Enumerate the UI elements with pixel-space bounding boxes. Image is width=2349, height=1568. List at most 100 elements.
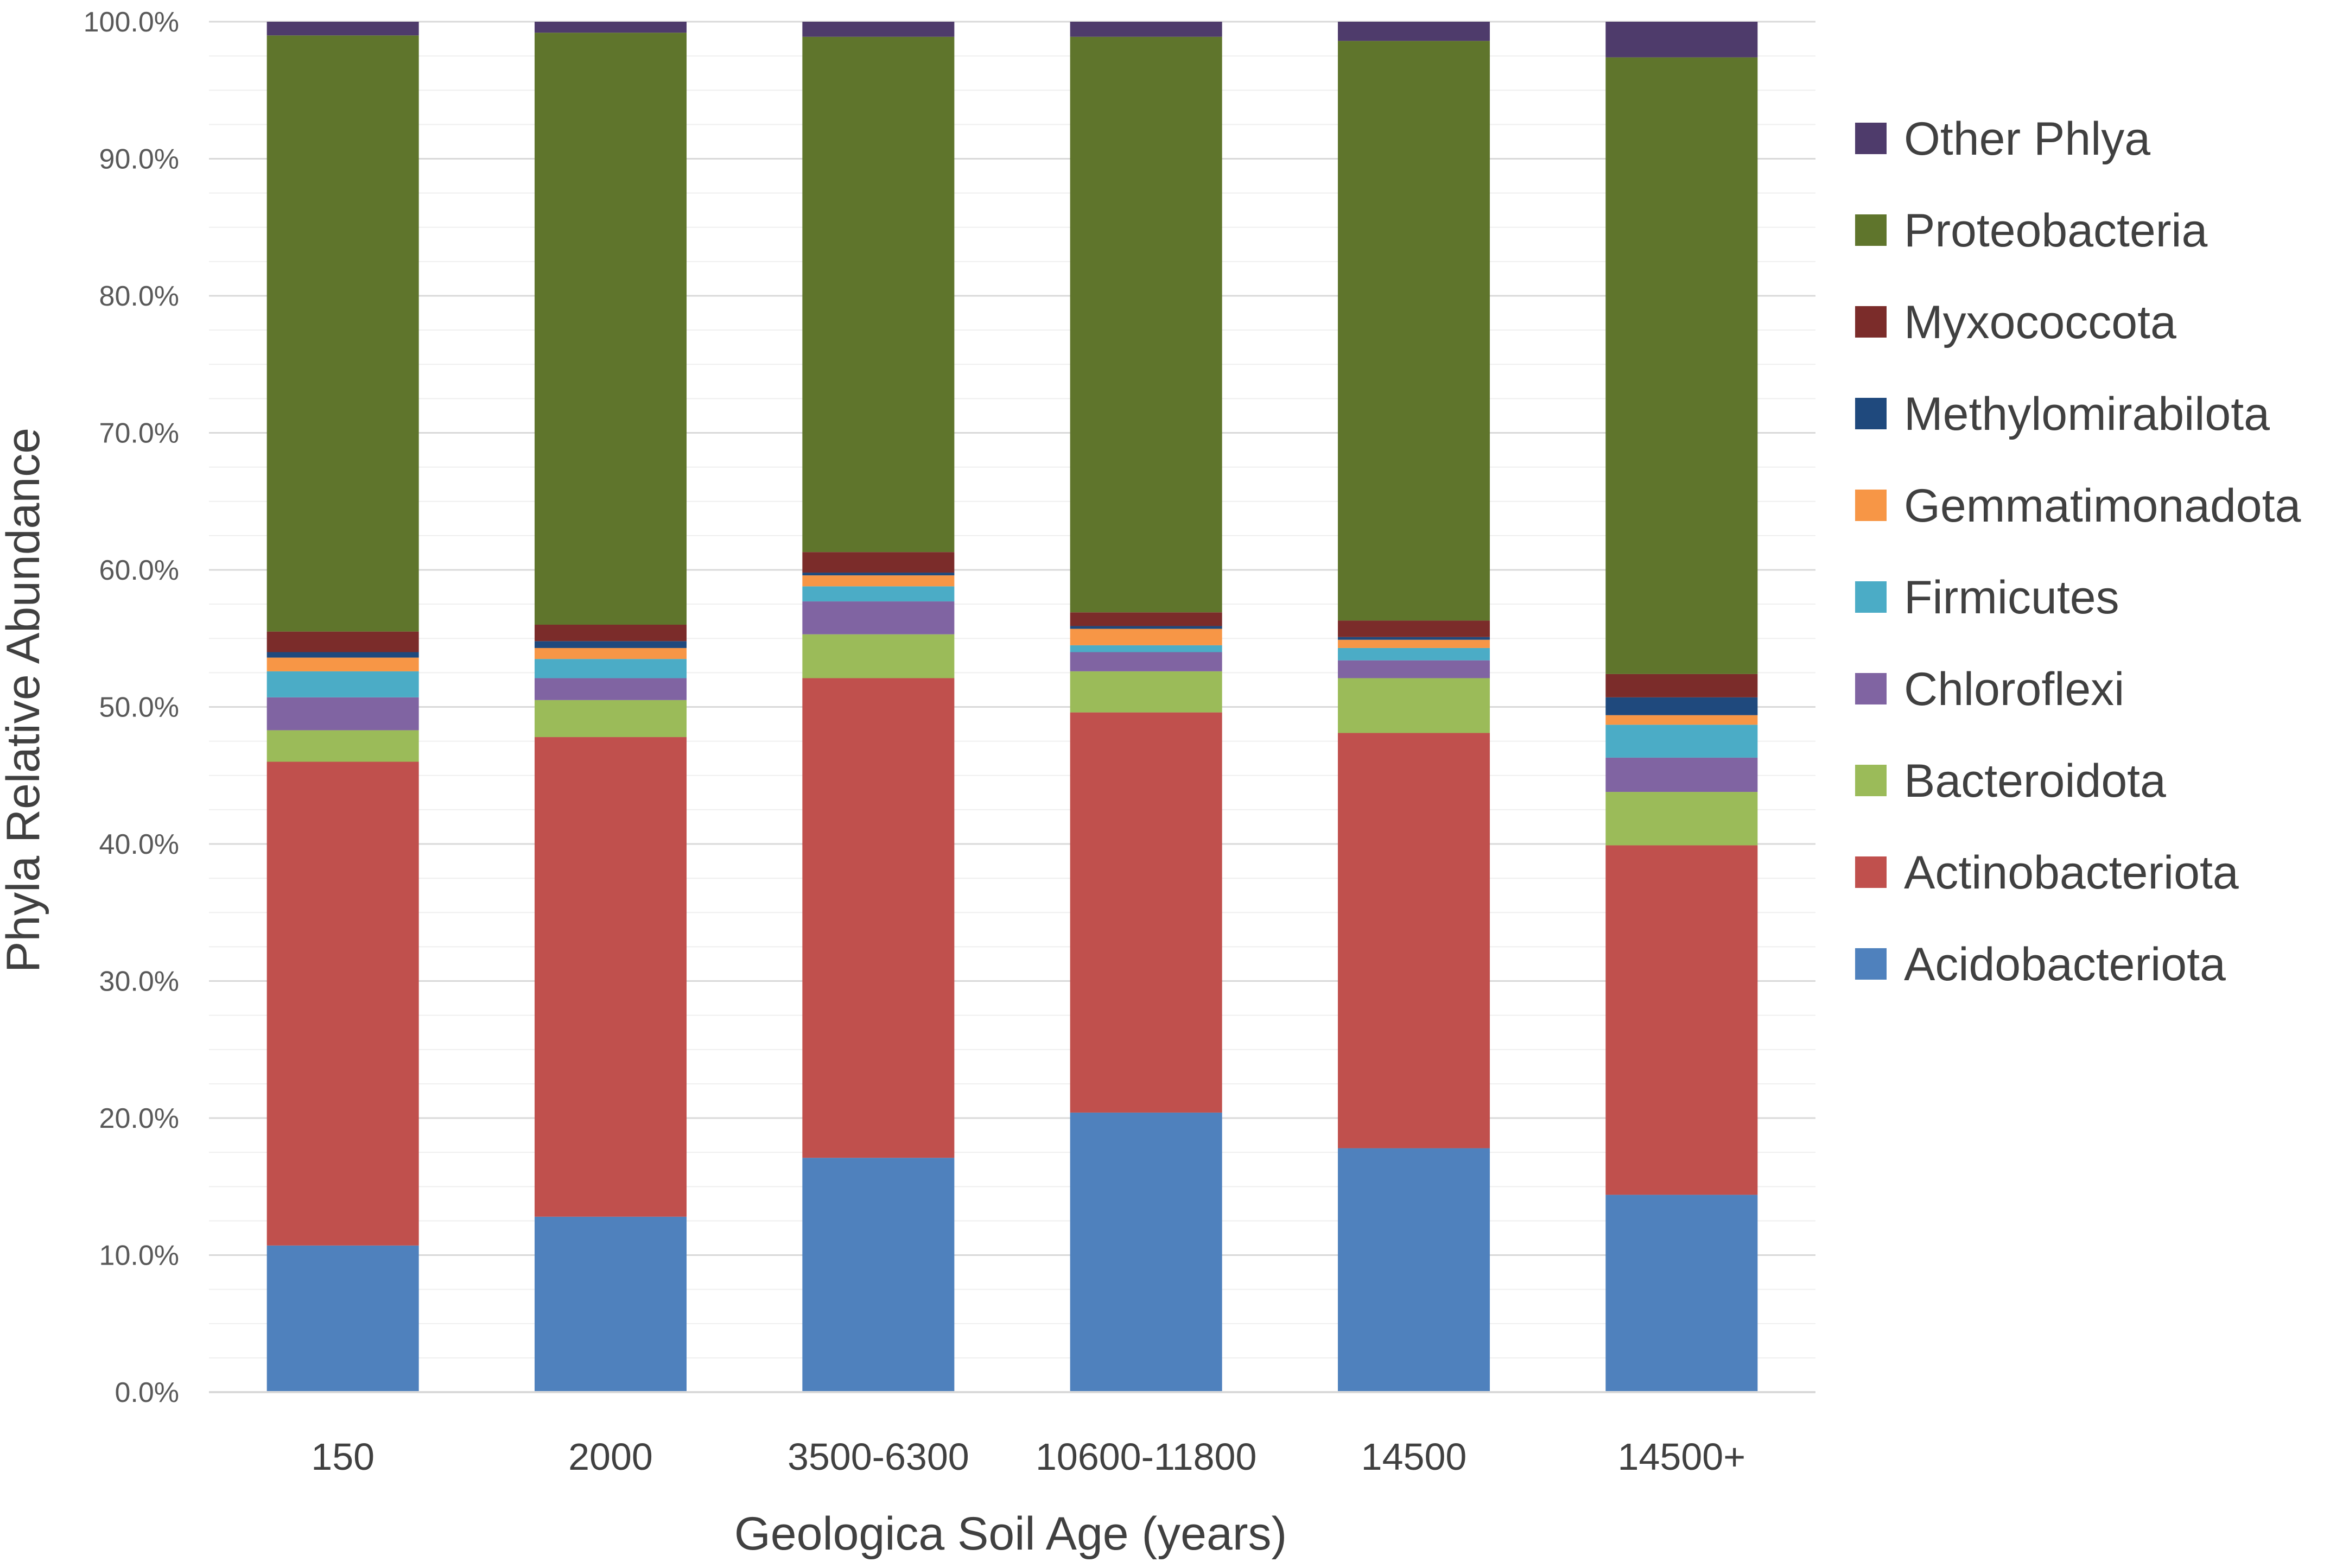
bar-segment — [802, 586, 955, 602]
legend-swatch — [1855, 398, 1887, 429]
bar-segment — [1338, 647, 1490, 661]
bar-segment — [1338, 678, 1490, 733]
y-tick-label: 60.0% — [99, 555, 179, 586]
axes: 0.0% 10.0% 20.0% 30.0% 40.0% 50.0% 60.0% 70.0% 8… — [84, 7, 1815, 1478]
bar-segment — [1338, 41, 1490, 621]
bar-segment — [1338, 620, 1490, 637]
bar-segment — [535, 700, 687, 738]
bar-segment — [266, 1245, 419, 1392]
bar-segment — [802, 601, 955, 634]
legend-label: Other Phlya — [1904, 113, 2150, 165]
legend-swatch — [1855, 490, 1887, 521]
legend-swatch — [1855, 214, 1887, 246]
y-tick-label: 100.0% — [84, 7, 179, 38]
bar-segment — [266, 22, 419, 36]
legend-swatch — [1855, 948, 1887, 980]
y-axis-title: Phyla Relative Abundance — [0, 428, 49, 973]
legend-label: Actinobacteriota — [1904, 847, 2239, 899]
bars — [266, 22, 1758, 1392]
legend-swatch — [1855, 123, 1887, 154]
legend-label: Myxococcota — [1904, 296, 2176, 348]
y-tick-label: 70.0% — [99, 418, 179, 449]
y-tick-label: 40.0% — [99, 829, 179, 860]
bar-segment — [535, 33, 687, 625]
x-tick-label: 10600-11800 — [1036, 1436, 1256, 1478]
gridlines — [209, 21, 1815, 1393]
x-tick-label: 2000 — [568, 1436, 653, 1478]
bar-segment — [535, 678, 687, 700]
bar-segment — [1338, 22, 1490, 41]
y-tick-label: 50.0% — [99, 692, 179, 723]
bar-segment — [1070, 626, 1222, 629]
legend-label: Gemmatimonadota — [1904, 480, 2301, 532]
legend-label: Methylomirabilota — [1904, 388, 2270, 440]
bar-segment — [266, 761, 419, 1246]
legend: Other Phlya Proteobacteria Myxococcota Meth… — [1855, 113, 2301, 991]
y-tick-label: 30.0% — [99, 966, 179, 998]
bar-segment — [802, 22, 955, 37]
legend-label: Firmicutes — [1904, 572, 2119, 624]
bar-segment — [802, 1158, 955, 1392]
bar-segment — [266, 35, 419, 632]
bar-segment — [1605, 757, 1758, 792]
bar-segment — [1070, 652, 1222, 671]
bar-segment — [1070, 36, 1222, 613]
bar-segment — [1338, 660, 1490, 678]
bar-segment — [802, 36, 955, 553]
bar-segment — [1338, 637, 1490, 640]
legend-swatch — [1855, 581, 1887, 613]
bar-segment — [802, 573, 955, 576]
y-tick-label: 20.0% — [99, 1103, 179, 1134]
bar-segment — [1338, 639, 1490, 648]
bar-segment — [1605, 792, 1758, 846]
bar-segment — [535, 625, 687, 642]
x-tick-label: 150 — [311, 1436, 374, 1478]
bar-segment — [1605, 1195, 1758, 1392]
bar-segment — [266, 697, 419, 731]
x-tick-label: 14500 — [1361, 1436, 1467, 1478]
legend-label: Proteobacteria — [1904, 205, 2208, 257]
bar-segment — [1338, 733, 1490, 1148]
bar-segment — [1070, 712, 1222, 1113]
legend-label: Bacteroidota — [1904, 755, 2166, 807]
bar-segment — [802, 552, 955, 573]
bar-segment — [535, 1216, 687, 1392]
bar-segment — [1605, 845, 1758, 1195]
bar-segment — [1605, 697, 1758, 715]
bar-segment — [1605, 715, 1758, 725]
bar-segment — [535, 737, 687, 1217]
bar-segment — [535, 659, 687, 678]
legend-swatch — [1855, 856, 1887, 888]
legend-swatch — [1855, 765, 1887, 796]
bar-segment — [1605, 22, 1758, 58]
legend-swatch — [1855, 673, 1887, 704]
y-tick-label: 10.0% — [99, 1240, 179, 1272]
x-tick-label: 14500+ — [1618, 1436, 1746, 1478]
bar-segment — [535, 647, 687, 659]
y-tick-label: 0.0% — [115, 1377, 179, 1408]
bar-segment — [802, 634, 955, 678]
bar-segment — [802, 678, 955, 1158]
bar-segment — [1070, 645, 1222, 652]
x-tick-label: 3500-6300 — [788, 1436, 969, 1478]
bar-segment — [266, 730, 419, 762]
bar-segment — [1605, 725, 1758, 758]
bar-segment — [266, 671, 419, 697]
y-tick-label: 90.0% — [99, 144, 179, 175]
bar-segment — [266, 657, 419, 671]
bar-segment — [1070, 612, 1222, 626]
legend-label: Chloroflexi — [1904, 663, 2124, 715]
bar-segment — [1070, 671, 1222, 713]
bar-segment — [535, 641, 687, 648]
bar-segment — [266, 631, 419, 652]
bar-segment — [1070, 629, 1222, 645]
bar-segment — [802, 575, 955, 587]
bar-segment — [535, 22, 687, 33]
bar-segment — [266, 652, 419, 658]
bar-segment — [1338, 1148, 1490, 1392]
legend-label: Acidobacteriota — [1904, 938, 2226, 991]
bar-segment — [1070, 1112, 1222, 1392]
bar-segment — [1605, 57, 1758, 674]
